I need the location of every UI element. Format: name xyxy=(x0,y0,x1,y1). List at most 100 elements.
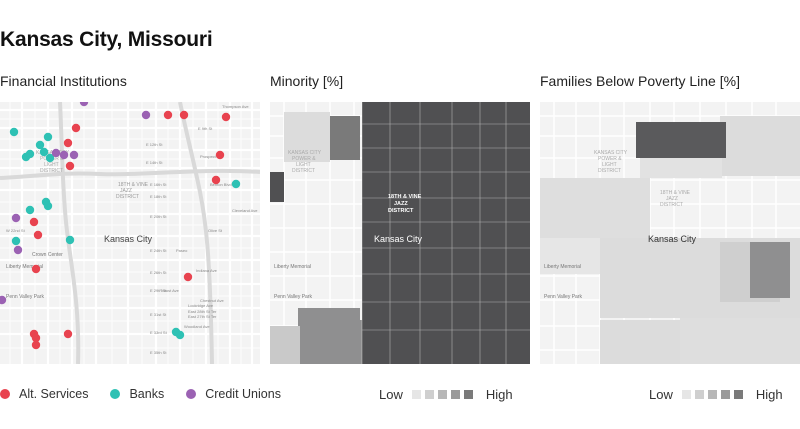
alt-services-point[interactable] xyxy=(211,175,221,185)
scale-swatch xyxy=(694,390,704,399)
scale-high-label: High xyxy=(485,387,513,402)
bank-point[interactable] xyxy=(11,236,21,246)
census-tract[interactable] xyxy=(720,116,800,176)
census-tract[interactable] xyxy=(600,320,680,364)
credit-unions-dot-icon xyxy=(186,389,197,399)
map-minority-district-label: 18TH & VINE JAZZ DISTRICT xyxy=(388,194,422,214)
scale-high-label: High xyxy=(755,387,783,402)
map-financial-pennvalley-label: Penn Valley Park xyxy=(6,294,44,300)
street-label: E 26th St xyxy=(150,270,167,275)
banks-dot-icon xyxy=(110,389,121,399)
bank-point[interactable] xyxy=(231,179,241,189)
map-minority-canvas[interactable]: Kansas City 18TH & VINE JAZZ DISTRICT KANS… xyxy=(270,102,530,364)
bank-point[interactable] xyxy=(43,132,53,142)
bank-point[interactable] xyxy=(21,152,31,162)
census-tract[interactable] xyxy=(700,122,720,158)
map-financial-liberty-label: Liberty Memorial xyxy=(6,264,43,270)
alt-services-point[interactable] xyxy=(33,230,43,240)
alt-services-dot-icon xyxy=(0,389,10,399)
map-minority-pl-label: KANSAS CITY POWER & LIGHT DISTRICT xyxy=(288,150,322,174)
scale-swatch xyxy=(720,390,730,399)
alt-services-point[interactable] xyxy=(63,329,73,339)
map-poverty-liberty-label: Liberty Memorial xyxy=(544,264,581,270)
credit-union-point[interactable] xyxy=(13,245,23,255)
map-minority-liberty-label: Liberty Memorial xyxy=(274,264,311,270)
census-tract[interactable] xyxy=(750,242,790,298)
alt-services-point[interactable] xyxy=(215,150,225,160)
street-label: E 31st St xyxy=(150,312,167,317)
street-label: East 27th St Ter xyxy=(188,314,217,319)
legend-item-alt-services[interactable]: Alt. Services xyxy=(0,387,88,401)
bank-point[interactable] xyxy=(39,147,49,157)
panel-title-minority: Minority [%] xyxy=(270,73,344,89)
street-label: W 22nd St xyxy=(6,228,26,233)
street-label: E 9th St xyxy=(198,126,213,131)
map-minority-city-label: Kansas City xyxy=(374,234,423,244)
alt-services-point[interactable] xyxy=(163,110,173,120)
bank-point[interactable] xyxy=(175,330,185,340)
legend-item-banks[interactable]: Banks xyxy=(110,387,164,401)
credit-union-point[interactable] xyxy=(59,150,69,160)
census-tract[interactable] xyxy=(540,178,650,238)
alt-services-point[interactable] xyxy=(221,112,231,122)
map-financial-crown-label: Crown Center xyxy=(32,252,63,258)
minority-scale: Low High xyxy=(379,387,522,402)
alt-services-point[interactable] xyxy=(31,264,41,274)
street-label: E 20th St xyxy=(150,214,167,219)
credit-union-point[interactable] xyxy=(51,148,61,158)
street-label: Troost Ave xyxy=(160,288,180,293)
legend-label: Banks xyxy=(129,387,165,401)
map-minority[interactable]: Kansas City 18TH & VINE JAZZ DISTRICT KANS… xyxy=(270,102,530,364)
scale-swatches xyxy=(681,390,747,399)
map-minority-pennvalley-label: Penn Valley Park xyxy=(274,294,312,300)
bank-point[interactable] xyxy=(45,153,55,163)
bank-point[interactable] xyxy=(9,127,19,137)
scale-swatch xyxy=(411,390,421,399)
alt-services-point[interactable] xyxy=(71,123,81,133)
street-label: E 14th St xyxy=(146,160,163,165)
panel-title-financial: Financial Institutions xyxy=(0,73,127,89)
map-poverty[interactable]: Kansas City 18TH & VINE JAZZ DISTRICT KANS… xyxy=(540,102,800,364)
bank-point[interactable] xyxy=(65,235,75,245)
alt-services-point[interactable] xyxy=(65,161,75,171)
alt-services-point[interactable] xyxy=(29,217,39,227)
map-poverty-canvas[interactable]: Kansas City 18TH & VINE JAZZ DISTRICT KANS… xyxy=(540,102,800,364)
scale-swatch xyxy=(463,390,473,399)
census-tract[interactable] xyxy=(270,172,284,202)
street-label: Indiana Ave xyxy=(196,268,218,273)
census-tract[interactable] xyxy=(540,238,600,274)
scale-low-label: Low xyxy=(649,387,673,402)
credit-union-point[interactable] xyxy=(141,110,151,120)
census-tract[interactable] xyxy=(680,318,800,364)
bank-point[interactable] xyxy=(43,201,53,211)
legend-item-credit-unions[interactable]: Credit Unions xyxy=(186,387,281,401)
alt-services-point[interactable] xyxy=(179,110,189,120)
census-tract[interactable] xyxy=(284,112,330,162)
credit-union-point[interactable] xyxy=(11,213,21,223)
census-tract[interactable] xyxy=(330,116,360,160)
legend-label: Credit Unions xyxy=(205,387,281,401)
alt-services-point[interactable] xyxy=(31,333,41,343)
census-tract[interactable] xyxy=(362,102,530,364)
census-tract[interactable] xyxy=(270,326,300,364)
alt-services-point[interactable] xyxy=(183,272,193,282)
alt-services-point[interactable] xyxy=(31,340,41,350)
census-tract[interactable] xyxy=(330,320,362,364)
credit-union-point[interactable] xyxy=(0,295,7,305)
street-label: E 18th St xyxy=(150,194,167,199)
map-poverty-pl-label: KANSAS CITY POWER & LIGHT DISTRICT xyxy=(594,150,628,174)
bank-point[interactable] xyxy=(35,140,45,150)
street-label: Chestnut Ave xyxy=(200,298,224,303)
street-label: E 29th St xyxy=(150,288,167,293)
scale-low-label: Low xyxy=(379,387,403,402)
alt-services-point[interactable] xyxy=(63,138,73,148)
scale-swatches xyxy=(411,390,477,399)
credit-union-point[interactable] xyxy=(79,102,89,107)
page-title: Kansas City, Missouri xyxy=(0,28,213,51)
street-label: Prospect Ave xyxy=(200,154,224,159)
map-poverty-pennvalley-label: Penn Valley Park xyxy=(544,294,582,300)
bank-point[interactable] xyxy=(25,205,35,215)
credit-union-point[interactable] xyxy=(69,150,79,160)
